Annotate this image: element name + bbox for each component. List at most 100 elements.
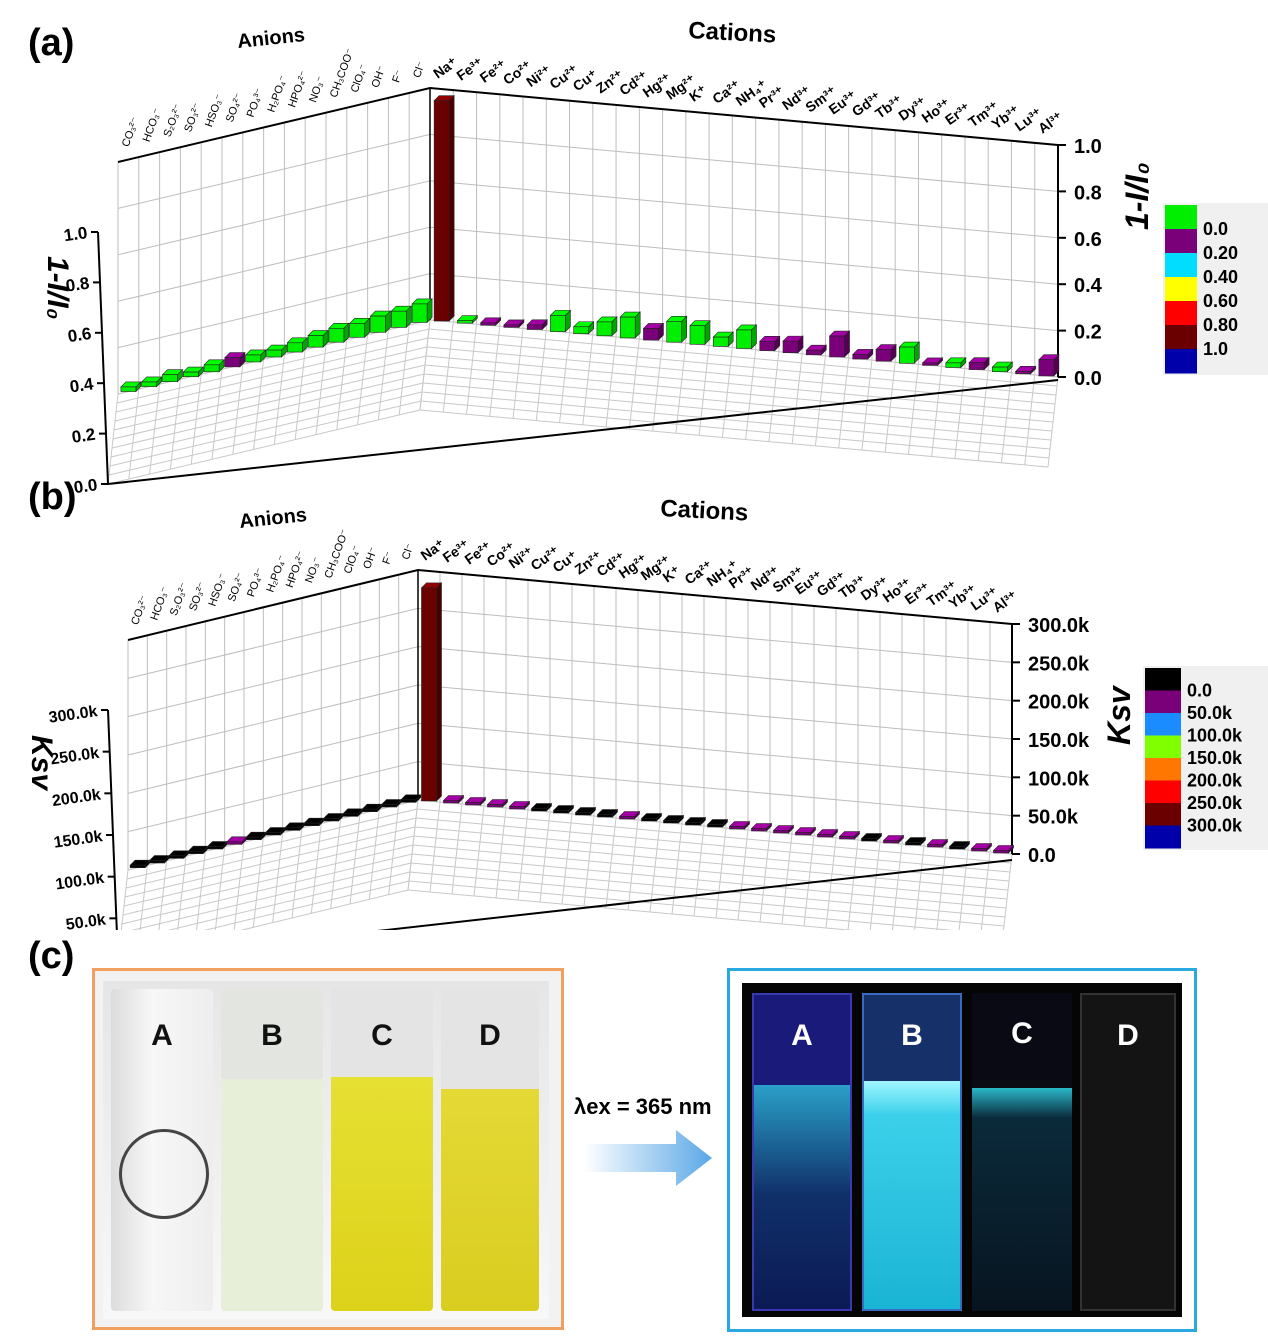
left-y-axis [107,709,118,930]
floor-gridline [825,837,837,929]
wall-gridline [117,133,431,209]
cuvette-b-daylight: B [221,989,323,1311]
cation-bar [712,336,729,347]
cuvette-c-daylight: C [331,989,433,1311]
floor-gridline [114,346,428,422]
cation-bar [729,826,745,830]
daylight-photo-frame: A B C D [92,968,564,1330]
cation-bar [487,804,503,808]
floor-gridline [123,835,415,907]
anion-bar [266,349,282,358]
cation-label: Na⁺ [430,54,460,82]
floor-gridline [349,813,361,905]
anion-bar [265,832,281,836]
cation-bar-side [681,315,688,343]
wall-gridline [417,684,1013,740]
right-tick-label: 50.0k [1028,807,1079,829]
cation-bar [707,824,723,828]
cation-bar [839,836,855,840]
floor-gridline [167,871,411,930]
floor-gridline [232,364,244,455]
left-tick-label: 0.2 [71,425,97,447]
cation-bar [883,840,899,844]
anion-label: H₂PO₄⁻ [266,74,290,114]
floor-gridline [203,880,410,930]
floor-gridline [652,341,664,432]
floor-gridline [424,364,1054,423]
floor-gridline [1047,376,1059,468]
legend-swatch [1145,803,1181,826]
anion-bar [286,342,303,353]
cation-bar [817,834,833,838]
legend-label: 150.0k [1187,748,1243,768]
anion-label: HPO₄²⁻ [286,69,310,109]
floor-gridline [759,831,771,923]
anion-label: NO₃⁻ [303,555,324,584]
floor-gridline [473,805,485,897]
cation-bar [927,844,943,848]
cation-bar [759,341,776,351]
cations-title: Cations [660,495,749,527]
floor-gridline [310,823,322,914]
floor-gridline [891,843,903,930]
wall-gridline [117,273,431,349]
floor-gridline [627,819,639,911]
left-tick-label: 200.0k [51,786,102,810]
right-tick-label: 300.0k [1028,615,1090,637]
anion-label: CO₃²⁻ [129,594,151,627]
floor-gridline [107,393,119,485]
right-tick-label: 200.0k [1028,692,1090,714]
cation-bar [968,362,985,370]
excitation-label: λex = 365 nm [574,1094,712,1119]
floor-gridline [715,827,727,919]
floor-gridline [139,865,148,930]
floor-gridline [931,366,943,457]
right-tick-label: 100.0k [1028,768,1090,790]
cation-bar [861,838,877,842]
anion-label: NO₃⁻ [307,75,328,104]
floor-gridline [421,391,1051,450]
floor-gridline [649,821,661,913]
uv-photo-frame: A B C D [727,968,1197,1332]
floor-gridline [252,837,264,928]
floor-gridline [428,328,1058,387]
wall-gridline [127,607,419,679]
floor-gridline [466,324,478,415]
wall-gridline [417,607,1013,663]
cation-bar [643,328,659,341]
anion-label: OH⁻ [370,64,389,89]
floor-gridline [420,400,1050,459]
cation-bar [443,800,459,804]
floor-gridline [698,345,710,436]
right-tick-label: 0.8 [1074,182,1102,204]
anion-label: HCO₃⁻ [141,107,164,144]
floor-gridline [413,835,1009,891]
cation-bar [421,587,437,802]
anion-bar [203,364,220,373]
cuvette-c-uv-letter: C [1011,1017,1033,1050]
floor-gridline [1003,853,1013,930]
left-y-axis [97,231,109,485]
anion-label: HSO₃⁻ [207,572,230,608]
floor-gridline [425,355,1055,414]
legend-label: 100.0k [1187,726,1243,746]
floor-gridline [671,823,683,915]
cation-bar [457,320,473,324]
cation-bar [619,816,635,820]
anion-label: CO₃²⁻ [120,116,142,149]
floor-gridline [559,332,571,423]
legend-label: 0.40 [1203,267,1238,287]
legend-swatch [1145,825,1181,849]
cation-bar [829,335,845,358]
chart-panel-b: 0.050.0k100.0k150.0k200.0k250.0k300.0k0.… [25,495,1268,930]
anions-title: Anions [236,24,306,53]
cation-bar [596,321,613,337]
anion-label: HCO₃⁻ [149,585,172,622]
floor-gridline [412,844,1008,900]
left-tick-label: 150.0k [53,828,104,852]
floor-gridline [169,379,181,470]
cation-bar [922,362,938,366]
cation-bar [550,315,566,332]
floor-gridline [737,829,749,921]
floor-gridline [1000,372,1012,463]
